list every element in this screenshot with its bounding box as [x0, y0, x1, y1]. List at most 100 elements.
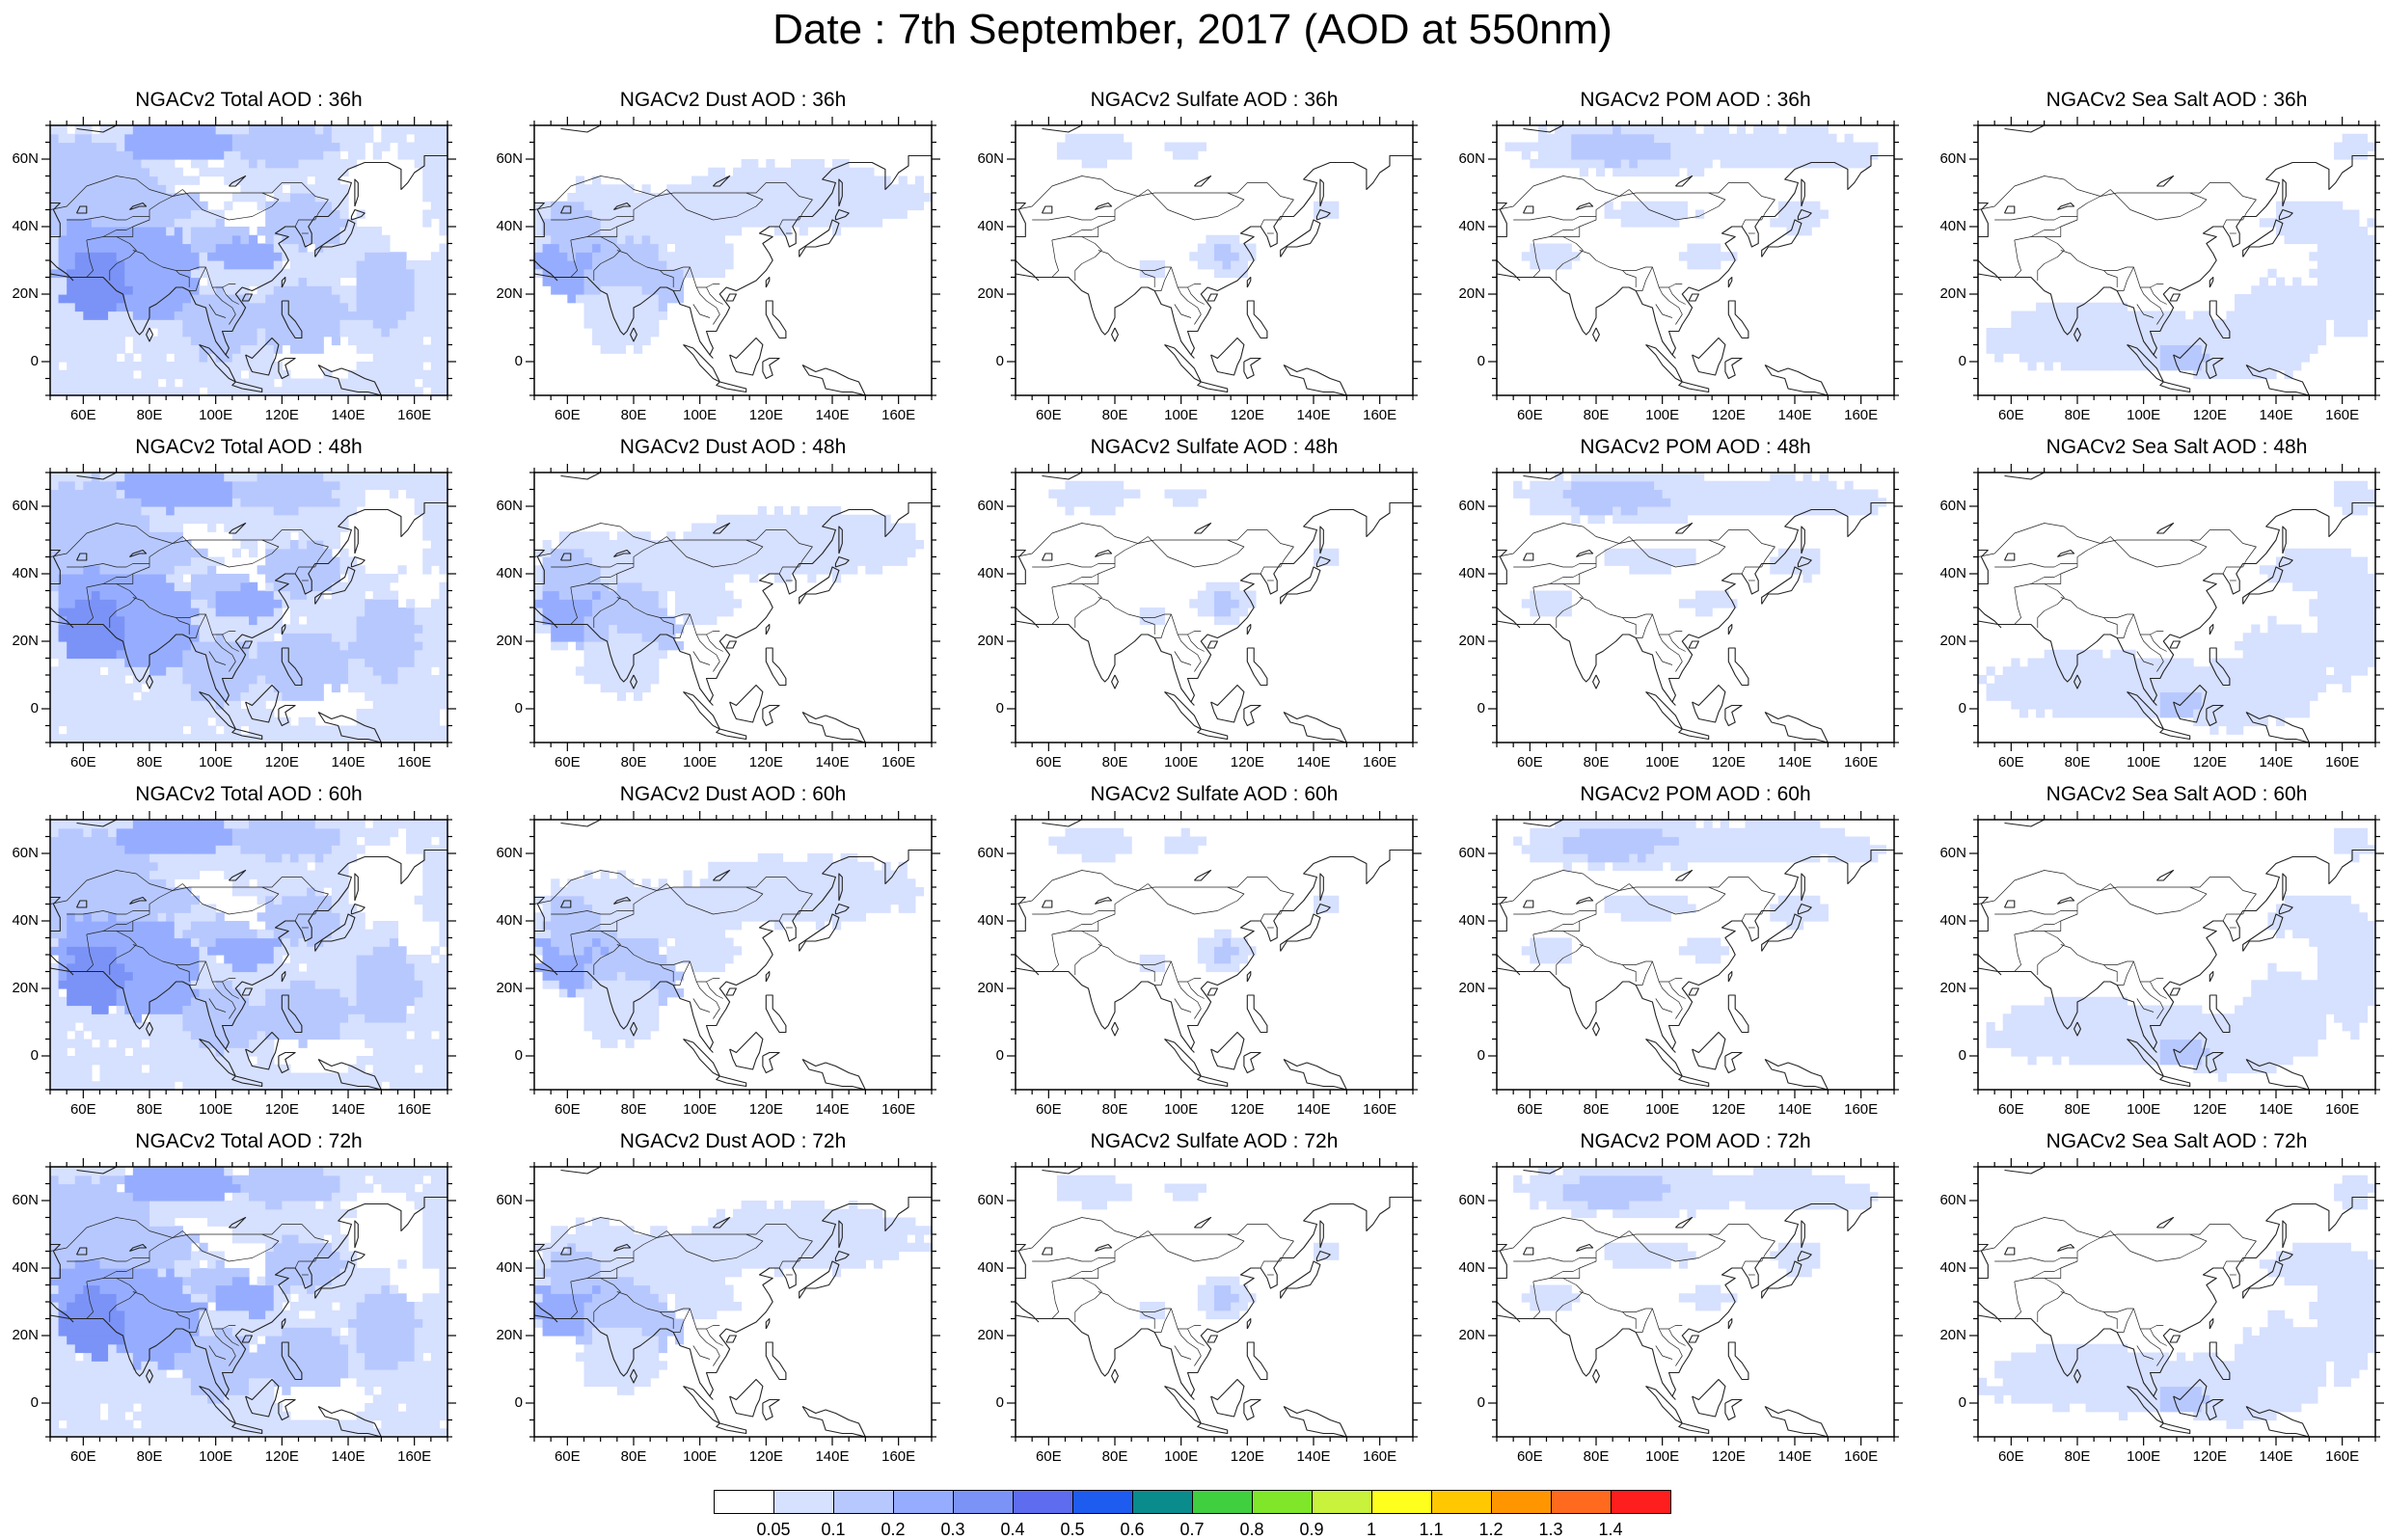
aod-field-cell — [2309, 227, 2317, 235]
aod-field-cell — [182, 319, 191, 328]
aod-field-cell — [625, 319, 634, 328]
aod-field-cell — [398, 134, 407, 143]
aod-field-cell — [2276, 303, 2285, 311]
aod-field-cell — [431, 353, 440, 362]
aod-field-cell — [1189, 150, 1198, 159]
aod-field-cell — [200, 353, 208, 362]
aod-field-cell — [733, 202, 742, 210]
aod-field-cell — [50, 278, 59, 286]
aod-field-cell — [224, 675, 232, 684]
aod-field-cell — [315, 202, 324, 210]
country-border — [1016, 176, 1138, 210]
aod-field-cell — [257, 184, 266, 193]
aod-field-cell — [232, 319, 241, 328]
aod-field-cell — [365, 608, 373, 616]
aod-field-cell — [124, 125, 133, 134]
aod-field-cell — [348, 379, 357, 388]
aod-field-cell — [1596, 150, 1605, 159]
aod-field-cell — [1106, 134, 1115, 143]
aod-field-cell — [158, 337, 167, 345]
aod-field-cell — [2343, 150, 2351, 159]
aod-field-cell — [357, 675, 366, 684]
aod-field-cell — [700, 202, 709, 210]
aod-field-cell — [1786, 150, 1795, 159]
aod-field-cell — [559, 574, 568, 582]
aod-field-cell — [1073, 150, 1082, 159]
aod-field-cell — [1654, 168, 1663, 176]
aod-field-cell — [59, 700, 68, 709]
coastline — [1689, 294, 1698, 301]
aod-field-cell — [307, 134, 315, 143]
aod-field-cell — [240, 490, 249, 499]
aod-field-cell — [567, 608, 576, 616]
aod-field-cell — [1090, 143, 1098, 151]
aod-field-cell — [634, 218, 642, 227]
aod-field-cell — [274, 659, 283, 667]
aod-field-cell — [1679, 210, 1688, 219]
aod-field-cell — [339, 269, 348, 278]
aod-field-cell — [1663, 134, 1671, 143]
aod-field-cell — [108, 675, 117, 684]
aod-field-cell — [117, 210, 125, 219]
aod-field-cell — [1646, 159, 1655, 168]
aod-field-cell — [1605, 134, 1613, 143]
aod-field-cell — [75, 717, 84, 726]
aod-field-cell — [158, 328, 167, 337]
coastline — [1765, 365, 1828, 396]
aod-field-cell — [207, 387, 216, 395]
aod-field-cell — [717, 244, 725, 253]
aod-field-cell — [431, 684, 440, 692]
coastline — [1095, 203, 1111, 210]
aod-field-cell — [1156, 260, 1165, 269]
aod-field-cell — [92, 193, 100, 202]
aod-field-cell — [216, 252, 225, 260]
aod-field-cell — [567, 294, 576, 303]
country-border — [2117, 267, 2133, 291]
aod-field-cell — [50, 285, 59, 294]
aod-field-cell — [240, 252, 249, 260]
aod-field-cell — [232, 684, 241, 692]
aod-field-cell — [83, 515, 92, 524]
aod-field-cell — [274, 125, 283, 134]
aod-field-cell — [315, 134, 324, 143]
aod-field-cell — [2128, 362, 2136, 370]
coastline — [1244, 359, 1260, 379]
aod-field-cell — [59, 303, 68, 311]
aod-field-cell — [50, 481, 59, 490]
aod-field-cell — [2028, 345, 2037, 354]
aod-field-cell — [133, 599, 142, 608]
aod-field-cell — [415, 125, 423, 134]
aod-field-cell — [224, 278, 232, 286]
aod-field-cell — [1239, 252, 1248, 260]
aod-field-cell — [439, 540, 447, 549]
aod-field-cell — [200, 608, 208, 616]
aod-field-cell — [92, 540, 100, 549]
aod-field-cell — [175, 582, 183, 591]
aod-field-cell — [92, 345, 100, 354]
aod-field-cell — [100, 184, 109, 193]
aod-field-cell — [373, 599, 382, 608]
aod-field-cell — [1563, 150, 1572, 159]
aod-field-cell — [290, 285, 299, 294]
aod-field-cell — [415, 134, 423, 143]
aod-field-cell — [191, 515, 200, 524]
aod-field-cell — [232, 582, 241, 591]
aod-field-cell — [339, 303, 348, 311]
aod-field-cell — [224, 125, 232, 134]
aod-field-cell — [617, 633, 626, 641]
coastline — [1497, 260, 1520, 281]
aod-field-cell — [124, 150, 133, 159]
aod-field-cell — [2350, 285, 2359, 294]
aod-field-cell — [1596, 159, 1605, 168]
aod-field-cell — [406, 473, 415, 481]
aod-field-cell — [83, 481, 92, 490]
aod-field-cell — [83, 700, 92, 709]
aod-field-cell — [791, 176, 800, 185]
aod-field-cell — [625, 625, 634, 634]
aod-field-cell — [323, 269, 332, 278]
aod-field-cell — [1124, 143, 1132, 151]
map-svg — [534, 473, 932, 743]
aod-field-cell — [257, 252, 266, 260]
aod-field-cell — [274, 666, 283, 675]
aod-field-cell — [290, 168, 299, 176]
